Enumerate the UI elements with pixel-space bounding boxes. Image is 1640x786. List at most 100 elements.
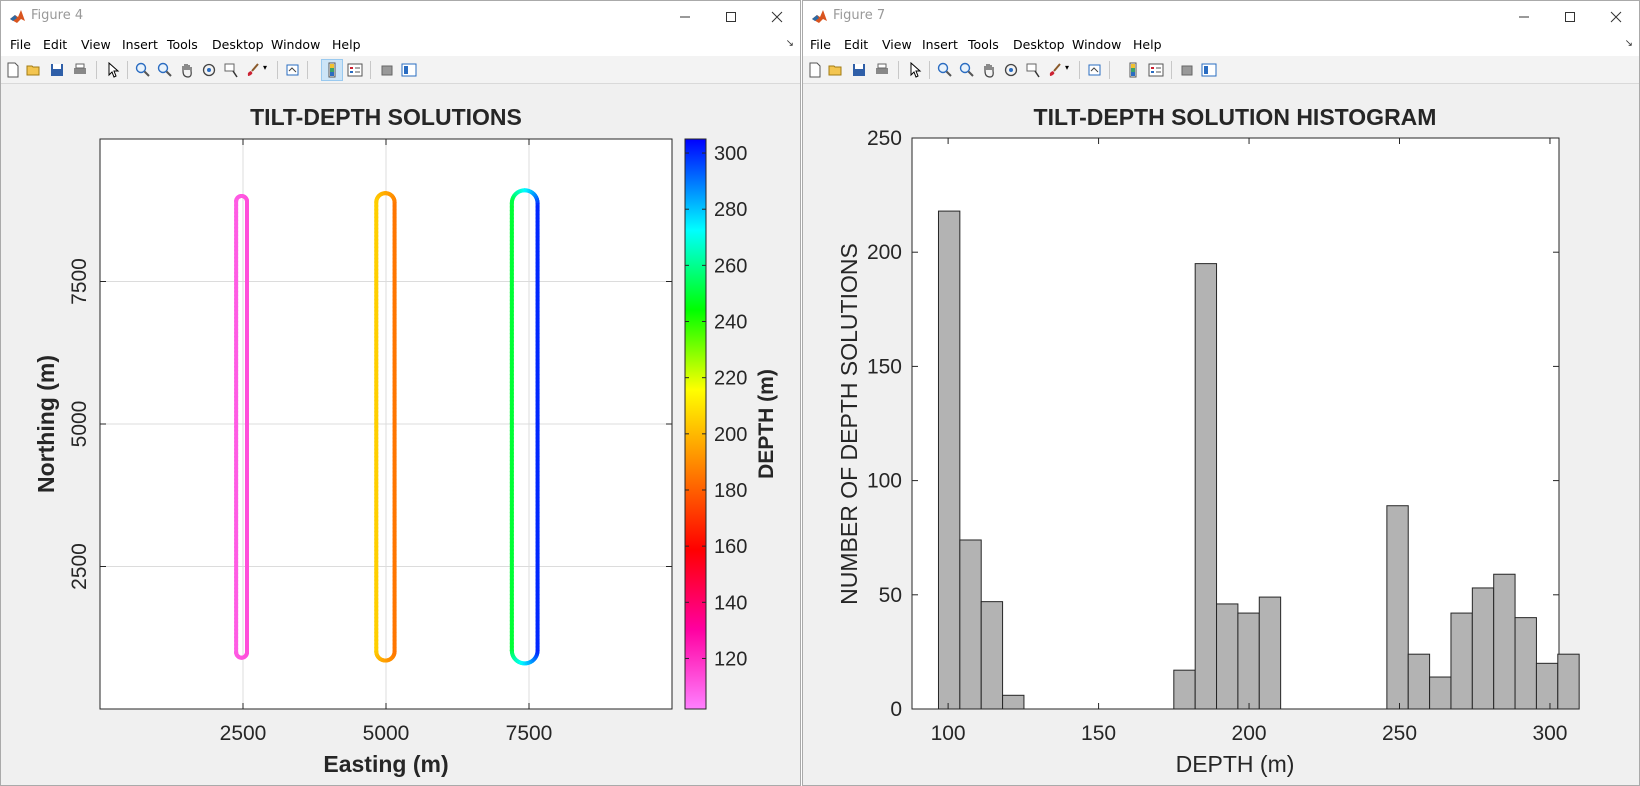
data-cursor-icon[interactable]	[223, 62, 239, 78]
histogram-bar	[1386, 505, 1409, 710]
histogram-bar	[1258, 596, 1282, 710]
menu-desktop[interactable]: Desktop	[1013, 37, 1065, 52]
grid-lines	[100, 139, 672, 709]
menu-edit[interactable]: Edit	[43, 37, 68, 52]
save-icon[interactable]	[851, 62, 867, 78]
close-button[interactable]	[1593, 1, 1639, 32]
tilt-depth-solutions-chart[interactable]: 2500 5000 7500 2500 5000 7500 TILT-DEPTH SOLU…	[1, 85, 800, 785]
menu-file[interactable]: File	[10, 37, 31, 52]
figure-4-window: Figure 4 File Edit View Insert Tools Des…	[0, 0, 801, 786]
window-title: Figure 4	[31, 8, 84, 23]
y-tick-label: 250	[867, 127, 902, 150]
histogram-bar	[1173, 669, 1196, 710]
figure-7-window: Figure 7 File Edit View Insert Tools Des…	[802, 0, 1640, 786]
save-icon[interactable]	[49, 62, 65, 78]
x-tick-label: 150	[1081, 722, 1116, 745]
new-figure-icon[interactable]	[807, 62, 823, 78]
brush-icon[interactable]	[245, 62, 261, 78]
pointer-icon[interactable]	[907, 62, 923, 78]
zoom-out-icon[interactable]	[959, 62, 975, 78]
tilt-depth-histogram-chart[interactable]: 100 150 200 250 300 0 50 100 150 200 250 TILT-DEPT…	[803, 85, 1639, 785]
menu-view[interactable]: View	[81, 37, 111, 52]
menu-help[interactable]: Help	[1133, 37, 1162, 52]
brush-dropdown-icon[interactable]: ▾	[1065, 63, 1070, 72]
title-bar[interactable]: Figure 4	[1, 1, 800, 32]
x-tick-label: 100	[931, 722, 966, 745]
hide-plot-tools-icon[interactable]	[379, 62, 395, 78]
x-axis-label: DEPTH (m)	[1176, 751, 1295, 777]
menu-file[interactable]: File	[810, 37, 831, 52]
menu-help[interactable]: Help	[332, 37, 361, 52]
show-plot-tools-icon[interactable]	[1201, 62, 1217, 78]
y-axis-label: Northing (m)	[33, 355, 59, 493]
link-plot-icon[interactable]	[1087, 62, 1103, 78]
menu-view[interactable]: View	[882, 37, 912, 52]
insert-legend-icon[interactable]	[1148, 62, 1164, 78]
histogram-bar	[1471, 587, 1495, 710]
maximize-button[interactable]	[708, 1, 754, 32]
insert-colorbar-icon[interactable]	[324, 62, 340, 78]
y-tick-label: 150	[867, 355, 902, 378]
hide-plot-tools-icon[interactable]	[1179, 62, 1195, 78]
menu-edit[interactable]: Edit	[844, 37, 869, 52]
menu-tools[interactable]: Tools	[167, 37, 198, 52]
rotate-3d-icon[interactable]	[1003, 62, 1019, 78]
x-tick-label: 5000	[363, 722, 410, 745]
dock-arrow-icon[interactable]: ↘	[785, 38, 794, 49]
zoom-in-icon[interactable]	[937, 62, 953, 78]
menu-insert[interactable]: Insert	[122, 37, 158, 52]
show-plot-tools-icon[interactable]	[401, 62, 417, 78]
colorbar-tick-label: 220	[714, 368, 747, 390]
zoom-in-icon[interactable]	[135, 62, 151, 78]
close-icon	[771, 11, 783, 22]
zoom-out-icon[interactable]	[157, 62, 173, 78]
menu-window[interactable]: Window	[1072, 37, 1122, 52]
colorbar[interactable]	[684, 138, 707, 710]
menu-window[interactable]: Window	[271, 37, 321, 52]
maximize-icon	[1565, 11, 1575, 22]
new-figure-icon[interactable]	[5, 62, 21, 78]
figure-toolbar: ▾	[803, 56, 1639, 84]
rotate-3d-icon[interactable]	[201, 62, 217, 78]
brush-dropdown-icon[interactable]: ▾	[263, 63, 268, 72]
chart-title: TILT-DEPTH SOLUTION HISTOGRAM	[1034, 104, 1437, 130]
solution-loop	[374, 191, 397, 663]
title-bar[interactable]: Figure 7	[803, 1, 1639, 32]
x-tick-label: 2500	[220, 722, 267, 745]
maximize-button[interactable]	[1547, 1, 1593, 32]
y-tick-label: 2500	[68, 543, 91, 590]
data-cursor-icon[interactable]	[1025, 62, 1041, 78]
close-button[interactable]	[754, 1, 800, 32]
minimize-icon	[1519, 16, 1529, 17]
menu-tools[interactable]: Tools	[968, 37, 999, 52]
menu-desktop[interactable]: Desktop	[212, 37, 264, 52]
histogram-bar	[1194, 263, 1218, 710]
colorbar-tick-label: 240	[714, 312, 747, 334]
maximize-icon	[726, 11, 736, 22]
colorbar-tick-label: 120	[714, 648, 747, 670]
pan-hand-icon[interactable]	[981, 62, 997, 78]
figure-canvas: 100 150 200 250 300 0 50 100 150 200 250 TILT-DEPT…	[803, 85, 1639, 785]
colorbar-tick-label: 280	[714, 199, 747, 221]
open-file-icon[interactable]	[26, 62, 42, 78]
colorbar-tick-label: 180	[714, 480, 747, 502]
y-axis-label: NUMBER OF DEPTH SOLUTIONS	[836, 243, 862, 605]
x-tick-label: 300	[1532, 722, 1567, 745]
print-icon[interactable]	[874, 62, 890, 78]
histogram-bar	[1237, 612, 1260, 710]
insert-legend-icon[interactable]	[347, 62, 363, 78]
open-file-icon[interactable]	[828, 62, 844, 78]
histogram-bar	[1429, 676, 1452, 710]
pointer-icon[interactable]	[105, 62, 121, 78]
histogram-bar	[1514, 617, 1537, 710]
minimize-button[interactable]	[662, 1, 708, 32]
link-plot-icon[interactable]	[285, 62, 301, 78]
insert-colorbar-icon[interactable]	[1125, 62, 1141, 78]
minimize-button[interactable]	[1501, 1, 1547, 32]
print-icon[interactable]	[72, 62, 88, 78]
menu-insert[interactable]: Insert	[922, 37, 958, 52]
brush-icon[interactable]	[1047, 62, 1063, 78]
colorbar-tick-label: 160	[714, 536, 747, 558]
pan-hand-icon[interactable]	[179, 62, 195, 78]
dock-arrow-icon[interactable]: ↘	[1624, 38, 1633, 49]
